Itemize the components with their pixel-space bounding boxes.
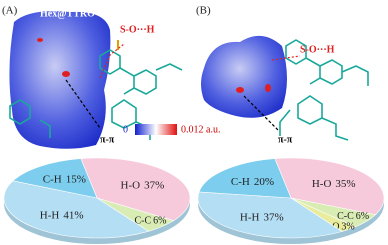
slice-category: H-O: [121, 179, 141, 191]
slice-value: 20%: [254, 175, 274, 187]
pie-slice: [197, 191, 343, 239]
slice-label: C-C 6%: [337, 211, 369, 222]
slice-label: C-C 6%: [134, 216, 166, 227]
slice-value: 6%: [356, 211, 369, 222]
slice-label: H-H 37%: [240, 211, 284, 223]
slice-label: C-H 20%: [231, 175, 274, 187]
slice-category: H-H: [240, 211, 260, 223]
pie-slice: [274, 157, 385, 216]
annotation: π-π: [278, 134, 293, 145]
panel-label: (A): [2, 5, 18, 17]
slice-label: H-O 35%: [312, 177, 356, 189]
pie-slice: [12, 158, 98, 199]
pie-slice: [198, 158, 292, 199]
panel-label: (B): [196, 5, 211, 17]
slice-label: H-H 41%: [40, 209, 84, 221]
slice-label: H-O 37%: [121, 179, 165, 191]
slice-category: H-O: [312, 177, 332, 189]
pie-slice: [3, 180, 150, 239]
slice-category: C-H: [231, 175, 250, 187]
molecule-a: [9, 11, 183, 149]
panel-title: Hex@TTRO: [40, 8, 95, 19]
annotation: S-O···H: [300, 44, 335, 55]
slice-value: 41%: [63, 209, 83, 221]
slice-label: C-H 15%: [43, 173, 86, 185]
slice-value: 6%: [153, 216, 166, 227]
slice-value: 3%: [341, 222, 354, 233]
slice-value: 37%: [263, 211, 283, 223]
pie-slice: [80, 157, 191, 222]
molecule-b: [201, 35, 369, 141]
slice-value: 35%: [335, 177, 355, 189]
slice-value: 15%: [66, 173, 86, 185]
color-bar-label: 0.012 a.u.: [181, 124, 220, 135]
slice-value: 37%: [144, 179, 164, 191]
slice-category: C-C: [134, 216, 151, 227]
slice-category: C-H: [43, 173, 62, 185]
panel-title: DMF/MeOH@TTRO: [232, 8, 325, 19]
color-bar-label: 0: [123, 124, 128, 135]
color-bar: [135, 124, 177, 135]
slice-category: C-C: [337, 211, 354, 222]
annotation: π-π: [100, 134, 115, 145]
annotation: S-O···H: [120, 24, 155, 35]
slice-category: H-H: [40, 209, 60, 221]
